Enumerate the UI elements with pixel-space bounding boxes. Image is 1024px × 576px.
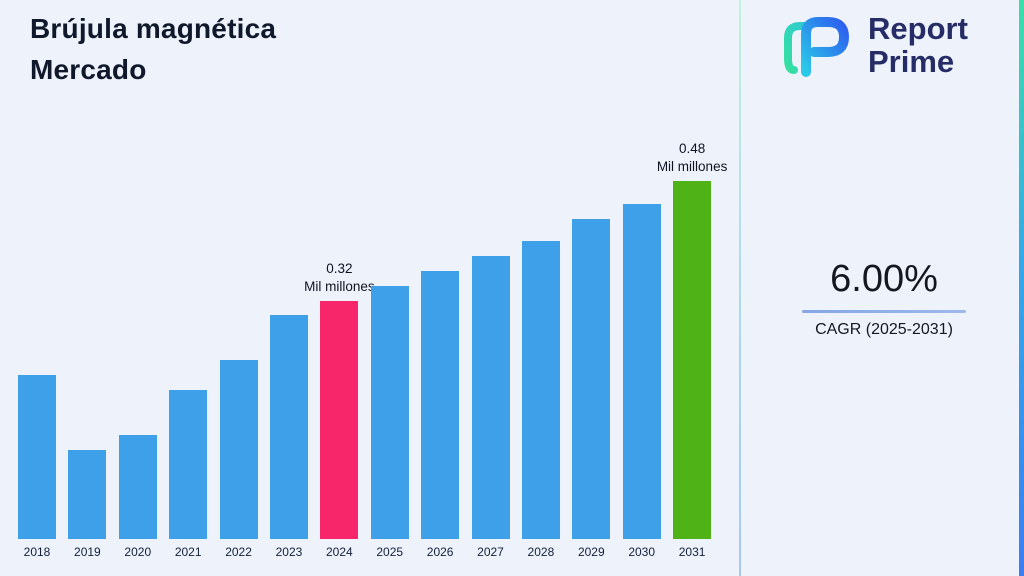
- cagr-panel: 6.00% CAGR (2025-2031): [764, 258, 1004, 339]
- bar-2024: [320, 301, 359, 539]
- x-axis-label-2018: 2018: [23, 545, 51, 559]
- x-axis-label-2025: 2025: [376, 545, 404, 559]
- brand-name-line1: Report: [868, 11, 968, 46]
- bar-2020: [118, 435, 157, 539]
- x-axis-label-2023: 2023: [275, 545, 303, 559]
- bar-column-2021: 2021: [169, 390, 208, 560]
- right-edge-accent: [1019, 0, 1024, 576]
- x-axis-label-2028: 2028: [527, 545, 555, 559]
- x-axis-label-2020: 2020: [124, 545, 152, 559]
- bar-column-2024: 0.32 Mil millones 2024: [304, 261, 375, 560]
- bar-2021: [169, 390, 208, 539]
- bar-column-2027: 2027: [471, 256, 510, 560]
- bar-column-2022: 2022: [219, 360, 258, 560]
- bar-column-2025: 2025: [370, 286, 409, 560]
- page-title-line1: Brújula magnética: [30, 13, 277, 44]
- bar-chart: 2018 2019 2020 2021 2022 2023 0.32 Mil millones…: [18, 141, 728, 560]
- x-axis-label-2029: 2029: [577, 545, 605, 559]
- page-title: Brújula magnética Mercado: [30, 8, 276, 90]
- x-axis-label-2031: 2031: [678, 545, 706, 559]
- bar-column-2018: 2018: [18, 375, 56, 560]
- bar-2023: [269, 315, 308, 539]
- brand-name-line2: Prime: [868, 44, 955, 79]
- vertical-divider: [739, 0, 741, 576]
- brand-logo: Report Prime: [782, 12, 968, 78]
- bar-column-2019: 2019: [68, 450, 107, 560]
- x-axis-label-2030: 2030: [628, 545, 656, 559]
- x-axis-label-2027: 2027: [477, 545, 504, 559]
- bar-2028: [521, 241, 560, 539]
- cagr-value: 6.00%: [830, 258, 938, 300]
- bar-2022: [219, 360, 258, 539]
- bar-column-2023: 2023: [269, 315, 308, 560]
- bar-column-2029: 2029: [572, 219, 611, 560]
- bar-column-2030: 2030: [622, 204, 661, 560]
- bar-2030: [622, 204, 661, 539]
- brand-name: Report Prime: [868, 12, 968, 78]
- x-axis-label-2019: 2019: [74, 545, 101, 559]
- bar-column-2031: 0.48 Mil millones 2031: [657, 141, 728, 560]
- bar-2019: [68, 450, 107, 539]
- bar-2018: [18, 375, 56, 539]
- cagr-underline: [802, 310, 966, 313]
- x-axis-label-2022: 2022: [225, 545, 252, 559]
- x-axis-label-2026: 2026: [426, 545, 454, 559]
- bar-column-2026: 2026: [421, 271, 460, 560]
- report-prime-logo-icon: [782, 12, 854, 78]
- bar-2025: [370, 286, 409, 539]
- bar-column-2020: 2020: [118, 435, 157, 560]
- bar-2029: [572, 219, 611, 539]
- x-axis-label-2021: 2021: [174, 545, 202, 559]
- bar-2027: [471, 256, 510, 539]
- data-label-2024: 0.32 Mil millones: [304, 261, 375, 294]
- page-title-line2: Mercado: [30, 54, 147, 85]
- x-axis-label-2024: 2024: [325, 545, 353, 559]
- bar-2031: [673, 181, 712, 539]
- bar-column-2028: 2028: [521, 241, 560, 560]
- cagr-label: CAGR (2025-2031): [815, 321, 953, 338]
- data-label-2031: 0.48 Mil millones: [656, 141, 728, 174]
- bar-2026: [421, 271, 460, 539]
